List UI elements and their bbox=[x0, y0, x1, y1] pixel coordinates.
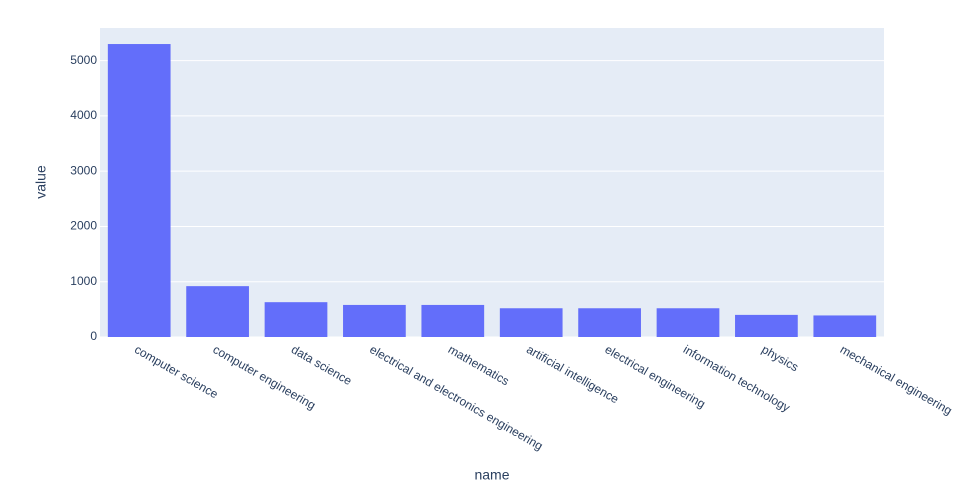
bar bbox=[343, 304, 406, 337]
x-axis-title: name bbox=[474, 467, 509, 483]
bar bbox=[578, 308, 641, 337]
y-tick-label: 0 bbox=[90, 329, 97, 343]
bar bbox=[813, 315, 877, 337]
bar bbox=[656, 308, 720, 337]
y-tick-label: 2000 bbox=[70, 219, 97, 233]
x-tick-label: computer science bbox=[132, 342, 221, 401]
x-tick-label: mathematics bbox=[446, 342, 512, 388]
bar bbox=[264, 302, 328, 337]
bar bbox=[421, 304, 485, 337]
x-tick-label: mechanical engineering bbox=[838, 342, 955, 417]
y-tick-label: 4000 bbox=[70, 108, 97, 122]
bar bbox=[186, 286, 249, 337]
y-tick-label: 3000 bbox=[70, 163, 97, 177]
bar bbox=[107, 44, 171, 338]
y-axis-title: value bbox=[33, 165, 49, 199]
y-tick-label: 1000 bbox=[70, 274, 97, 288]
y-tick-label: 5000 bbox=[70, 53, 97, 67]
x-tick-label: physics bbox=[759, 342, 801, 374]
bar bbox=[735, 314, 798, 337]
x-tick-label: data science bbox=[289, 342, 355, 388]
plot-area bbox=[100, 28, 884, 337]
bar bbox=[499, 308, 563, 337]
